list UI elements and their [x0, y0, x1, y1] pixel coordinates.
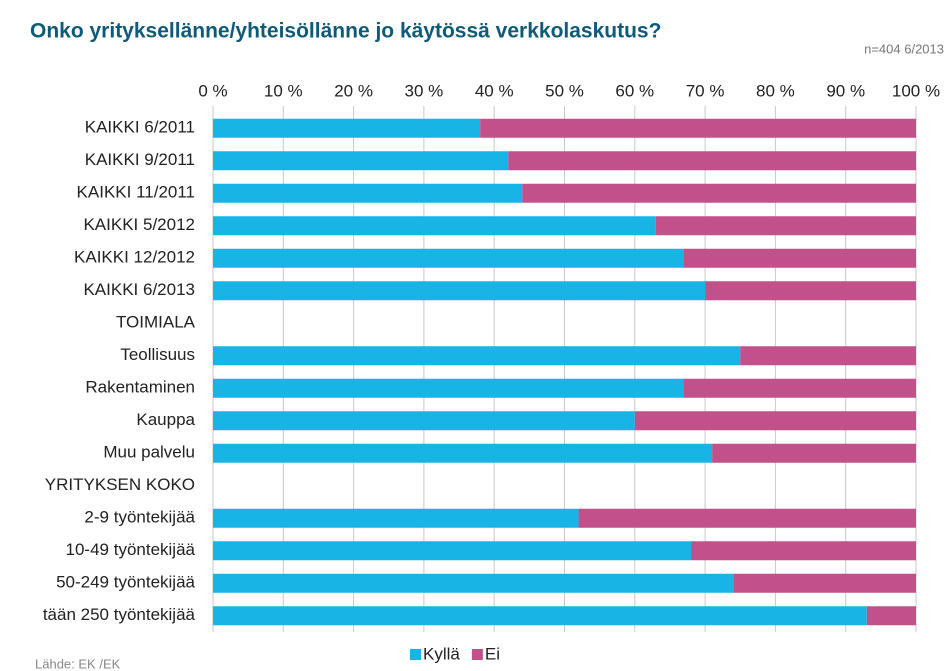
x-tick-label: 10 %	[264, 81, 303, 100]
x-tick-label: 60 %	[615, 81, 654, 100]
bar	[733, 573, 916, 593]
source: Lähde: EK /EK	[35, 656, 121, 671]
y-tick-label: Teollisuus	[120, 345, 195, 364]
bar	[634, 411, 916, 431]
bar	[213, 606, 867, 626]
y-tick-label: Rakentaminen	[85, 378, 195, 397]
bar	[213, 378, 685, 398]
bar	[684, 378, 916, 398]
bar	[213, 183, 523, 203]
bar	[213, 248, 685, 268]
bar	[578, 508, 916, 528]
x-tick-label: 80 %	[756, 81, 795, 100]
y-tick-label: KAIKKI 12/2012	[74, 248, 195, 267]
x-tick-label: 30 %	[405, 81, 444, 100]
bar	[213, 281, 706, 301]
bar	[213, 216, 656, 236]
legend-label: Kyllä	[423, 644, 460, 663]
bar	[213, 346, 741, 366]
bar	[213, 151, 509, 171]
y-tick-label: 10-49 työntekijää	[66, 540, 196, 559]
x-tick-label: 50 %	[545, 81, 584, 100]
y-tick-label: tään 250 työntekijää	[43, 605, 196, 624]
bar	[655, 216, 916, 236]
x-tick-label: 0 %	[198, 81, 227, 100]
bar	[213, 573, 734, 593]
legend-swatch	[410, 649, 421, 660]
bar	[213, 411, 635, 431]
y-tick-label: Muu palvelu	[103, 443, 195, 462]
bar	[684, 248, 916, 268]
y-tick-label: 2-9 työntekijää	[84, 508, 195, 527]
bar	[522, 183, 916, 203]
y-tick-label: KAIKKI 6/2011	[85, 118, 195, 137]
x-tick-label: 40 %	[475, 81, 514, 100]
bar	[213, 508, 579, 528]
y-tick-label: YRITYKSEN KOKO	[45, 475, 195, 494]
x-tick-label: 90 %	[826, 81, 865, 100]
y-tick-label: KAIKKI 9/2011	[85, 150, 195, 169]
x-tick-label: 70 %	[686, 81, 725, 100]
chart-subtitle: n=404 6/2013	[864, 41, 944, 56]
bar	[705, 281, 916, 301]
bar	[712, 443, 916, 463]
y-tick-label: 50-249 työntekijää	[56, 573, 195, 592]
bar	[508, 151, 916, 171]
legend-swatch	[471, 649, 483, 660]
legend-label: Ei	[485, 644, 500, 663]
x-tick-label: 100 %	[892, 81, 940, 100]
y-tick-label: KAIKKI 5/2012	[83, 215, 195, 234]
bar	[480, 118, 916, 138]
y-tick-label: TOIMIALA	[116, 313, 196, 332]
x-tick-label: 20 %	[334, 81, 373, 100]
chart-title: Onko yrityksellänne/yhteisöllänne jo käy…	[30, 20, 661, 43]
bar	[213, 443, 713, 463]
bar	[213, 118, 481, 138]
bar	[866, 606, 916, 626]
bar	[213, 541, 692, 561]
bar	[740, 346, 916, 366]
bar	[691, 541, 916, 561]
y-tick-label: Kauppa	[136, 410, 195, 429]
y-tick-label: KAIKKI 11/2011	[77, 183, 195, 202]
y-tick-label: KAIKKI 6/2013	[83, 280, 195, 299]
